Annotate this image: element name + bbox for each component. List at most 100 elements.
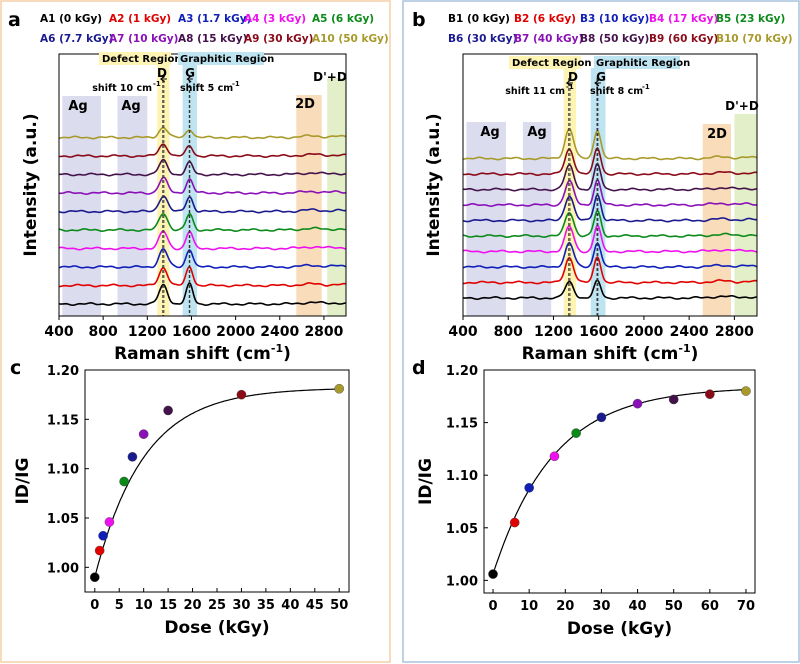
x-tick-label: 1200 — [534, 324, 573, 340]
spectrum-line — [462, 241, 758, 270]
legend-entry: A7 (10 kGy) — [109, 33, 178, 45]
data-point — [89, 572, 100, 583]
spectrum-line — [463, 146, 758, 177]
x-tick-label: 5 — [115, 598, 124, 613]
legend-entry: B4 (17 kGy) — [649, 13, 718, 25]
dpd-label: D'+D — [313, 70, 347, 84]
graphitic-label-bg — [178, 52, 264, 65]
y-axis-label: ID/IG — [416, 458, 436, 505]
x-tick-label: 0 — [90, 598, 99, 613]
data-point — [98, 530, 108, 541]
data-point — [741, 386, 751, 396]
legend-entry: B9 (60 kGy) — [649, 33, 718, 45]
legend-entry: A5 (6 kGy) — [312, 13, 374, 25]
x-tick-label: 40 — [281, 598, 299, 613]
ag-label-2: Ag — [121, 99, 140, 114]
dose-chart-d: 0 10 20 30 40 50 60 70 1.00 1.05 1.10 1.15 1.20 Dose … — [416, 364, 756, 639]
x-tick-label: 10 — [135, 598, 153, 613]
legend-entry: B10 (70 kGy) — [716, 33, 793, 45]
defect-region-label: Defect Region — [512, 58, 591, 69]
ag-label-1: Ag — [68, 99, 87, 114]
g-shift-arrowhead — [186, 75, 192, 83]
spectrum-line — [58, 248, 347, 270]
legend-entry: B2 (6 kGy) — [514, 13, 576, 25]
right-panel-frame — [402, 0, 800, 663]
defect-region-label: Defect Region — [102, 54, 181, 65]
data-point — [127, 452, 138, 462]
g-shift-label: shift 8 cm — [590, 86, 643, 97]
spectrum-line — [462, 162, 758, 192]
g-shift-label: shift 5 cm — [180, 83, 233, 94]
defect-label-bg — [99, 52, 171, 65]
legend-b: B1 (0 kGy) B2 (6 kGy) B3 (10 kGy) B4 (17 kG… — [448, 13, 793, 45]
spectrum-line — [58, 230, 347, 251]
defect-label-bg — [509, 56, 581, 69]
panel-letter-d: d — [412, 357, 426, 379]
data-point — [668, 394, 679, 405]
x-tick-label: 70 — [737, 599, 755, 614]
spectrum-line — [462, 193, 757, 223]
spectra-chart-a: 400 800 1200 1600 2000 2400 2800 Raman shift (c… — [21, 52, 347, 364]
spectrum-line — [462, 209, 757, 239]
y-tick-label: 1.10 — [47, 463, 79, 478]
panel-letter-a: a — [8, 9, 21, 31]
region-twod — [296, 95, 322, 316]
spectrum-line — [58, 158, 347, 177]
spectra-chart-b: 400 800 1200 1600 2000 2400 2800 Raman shift (c… — [424, 53, 759, 364]
x-tick-label: 0 — [489, 599, 498, 614]
data-point — [236, 389, 247, 400]
graphitic-region-label: Graphitic Region — [180, 54, 274, 65]
dose-chart-c: 0 5 10 15 20 25 30 35 40 45 50 1.00 1.05 1.10 1.15 1.20… — [13, 364, 350, 638]
data-point — [509, 517, 520, 528]
x-tick-label: 1600 — [579, 324, 618, 340]
d-shift-arrowhead — [565, 79, 572, 87]
plot-frame — [462, 53, 758, 317]
legend-entry: A4 (3 kGy) — [244, 13, 306, 25]
g-shift-exponent: -1 — [642, 83, 650, 91]
d-shift-exponent: -1 — [566, 83, 574, 91]
y-tick-label: 1.10 — [446, 469, 478, 484]
x-tick-label: 50 — [330, 598, 348, 613]
spectrum-line — [58, 212, 346, 233]
spectrum-line — [58, 195, 346, 214]
y-tick-label: 1.05 — [47, 512, 79, 527]
y-tick-label: 1.15 — [47, 413, 79, 428]
x-tick-label: 2800 — [304, 324, 343, 340]
y-axis-label: Intensity (a.u.) — [424, 113, 444, 256]
x-tick-label: 50 — [665, 599, 683, 614]
data-point — [334, 383, 345, 394]
spectrum-line — [59, 143, 347, 159]
y-tick-label: 1.20 — [47, 364, 79, 379]
x-tick-label: 400 — [44, 324, 73, 340]
spectrum-line — [463, 255, 758, 285]
graphitic-label-bg — [594, 56, 680, 69]
data-point — [94, 545, 105, 556]
d-shift-exponent: -1 — [153, 80, 161, 88]
x-tick-label: 35 — [257, 598, 275, 613]
twod-label: 2D — [295, 97, 315, 112]
data-point — [104, 517, 115, 527]
plot-frame — [483, 369, 756, 594]
ag-label-2: Ag — [527, 125, 546, 140]
spectrum-line — [462, 279, 758, 301]
x-tick-label: 800 — [89, 324, 118, 340]
data-point — [524, 483, 534, 493]
panel-letter-b: b — [412, 9, 426, 31]
region-ag2 — [117, 96, 148, 316]
legend-entry: A9 (30 kGy) — [244, 33, 313, 45]
spectrum-line — [59, 265, 347, 288]
x-tick-label: 2400 — [260, 324, 299, 340]
fit-curve — [492, 389, 747, 575]
x-tick-label: 2000 — [624, 324, 663, 340]
x-tick-label: 1200 — [128, 324, 167, 340]
x-tick-label: 2800 — [715, 324, 754, 340]
spectrum-line — [462, 224, 758, 254]
fit-curve — [94, 388, 340, 578]
d-shift-arrowhead — [159, 75, 166, 83]
legend-entry: A2 (1 kGy) — [109, 13, 171, 25]
dpd-label: D'+D — [725, 99, 759, 113]
legend-a: A1 (0 kGy) A2 (1 kGy) A3 (1.7 kGy)A4 (3 kG… — [40, 13, 389, 45]
legend-entry: A6 (7.7 kGy) — [40, 33, 113, 45]
d-band-label: D — [568, 70, 578, 84]
